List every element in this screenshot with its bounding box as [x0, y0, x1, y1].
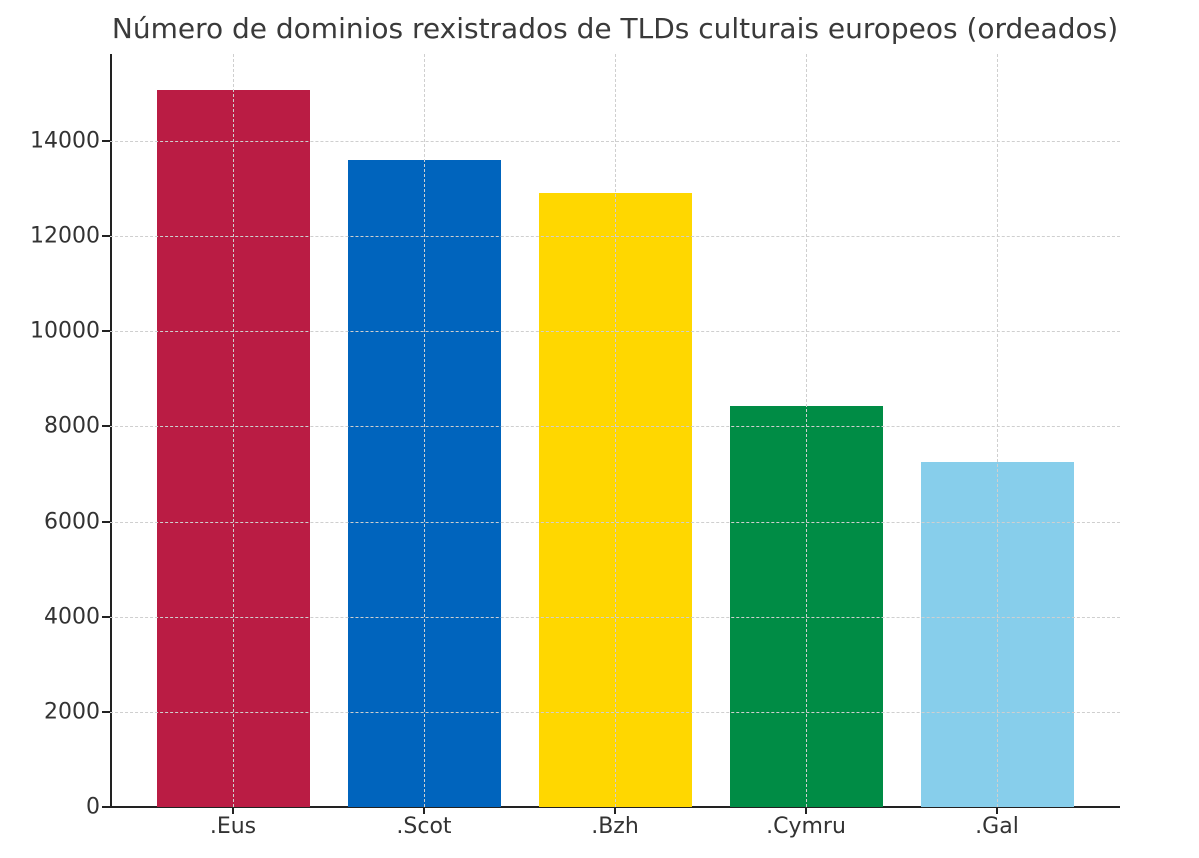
y-tick: [102, 425, 110, 428]
x-tick: [805, 807, 807, 814]
x-gridline: [615, 54, 616, 807]
x-tick: [996, 807, 998, 814]
x-tick-label: .Scot: [396, 814, 452, 839]
x-tick-label: .Gal: [975, 814, 1019, 839]
y-tick: [102, 806, 110, 808]
y-tick-label: 2000: [44, 699, 100, 725]
y-tick-label: 0: [86, 794, 100, 820]
x-tick: [232, 807, 234, 814]
y-tick: [102, 710, 110, 713]
y-tick-label: 12000: [30, 223, 100, 249]
y-tick-label: 4000: [44, 604, 100, 630]
x-gridline: [997, 54, 998, 807]
x-gridline: [424, 54, 425, 807]
x-gridline: [806, 54, 807, 807]
y-tick: [102, 520, 110, 523]
y-tick: [102, 330, 110, 333]
x-tick-label: .Eus: [209, 814, 257, 839]
x-gridline: [233, 54, 234, 807]
y-axis: [110, 54, 112, 808]
y-tick: [102, 140, 110, 143]
x-axis: [110, 806, 1120, 808]
x-tick: [423, 807, 425, 814]
y-tick: [102, 615, 110, 618]
x-tick-label: .Bzh: [591, 814, 639, 839]
y-tick-label: 8000: [44, 413, 100, 439]
x-tick: [614, 807, 616, 814]
y-tick: [102, 235, 110, 238]
y-tick-label: 14000: [30, 128, 100, 154]
x-tick-label: .Cymru: [766, 814, 846, 839]
y-tick-label: 10000: [30, 318, 100, 344]
y-tick-label: 6000: [44, 509, 100, 535]
chart-title: Número de dominios rexistrados de TLDs c…: [111, 12, 1119, 45]
